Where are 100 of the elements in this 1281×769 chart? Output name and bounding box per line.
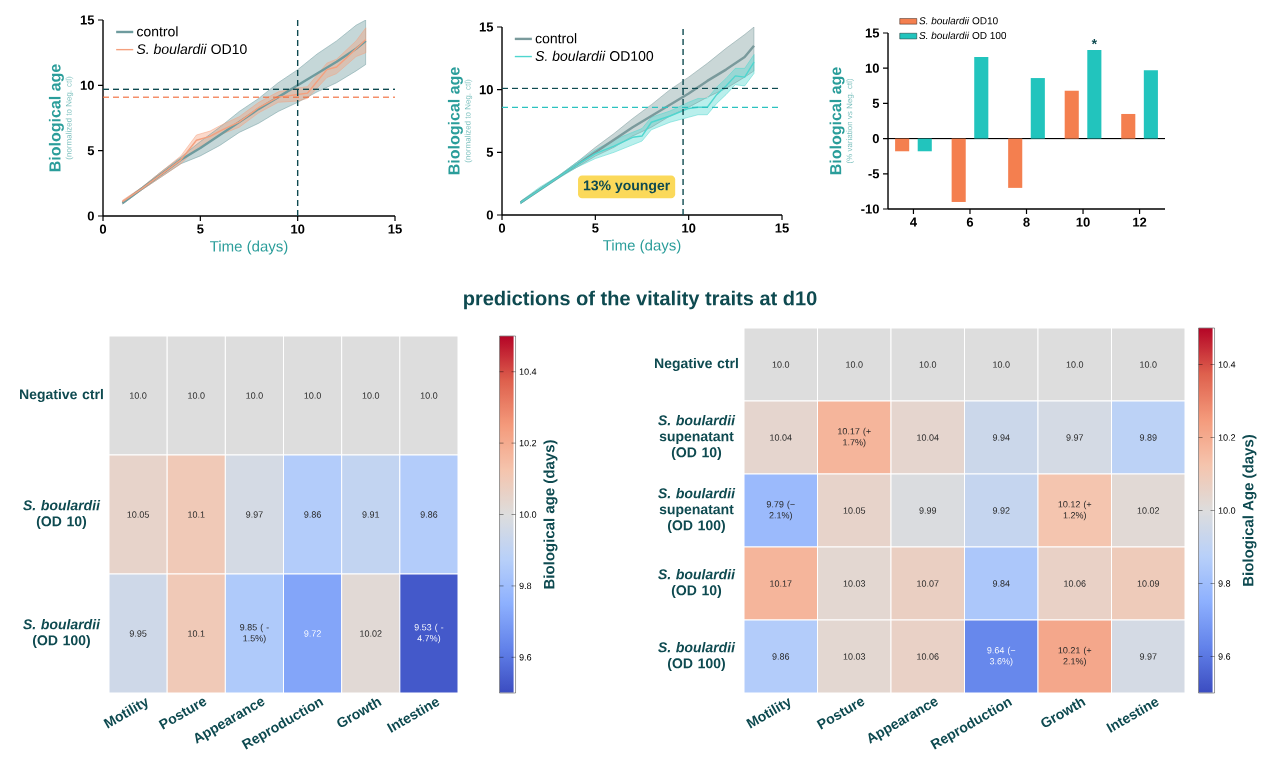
bar	[951, 138, 966, 202]
y-tick-label: 5	[486, 147, 494, 157]
annotation: *	[1091, 39, 1098, 45]
color-bar-label: 10.4	[1218, 361, 1236, 368]
y-tick-label: 15	[80, 15, 95, 25]
y-axis-title: Biological age	[48, 64, 64, 172]
data-label: 10.0	[304, 392, 321, 399]
color-bar-label: 10.2	[519, 439, 537, 447]
x-axis-title: Time (days)	[210, 240, 288, 255]
x-tick-label: 15	[775, 223, 789, 233]
data-label: 10.0	[919, 361, 937, 368]
y-tick-label: S. boulardii (OD 10)	[658, 568, 736, 599]
text: (normalized to Neg. ctl)	[464, 79, 473, 163]
x-tick-label: 5	[592, 223, 599, 233]
x-tick-label: 10	[1076, 217, 1090, 227]
x-tick-label: 15	[388, 224, 402, 234]
x-tick-label: 10	[682, 223, 696, 233]
x-tick-label: 10	[291, 224, 305, 234]
y-tick-label: S. boulardii supenatant (OD 100)	[658, 487, 736, 534]
y-tick-label: 15	[479, 22, 494, 32]
annotation: 13% younger	[583, 180, 670, 194]
data-label: 10.21 (+ 2.1%)	[1058, 646, 1092, 667]
bar	[974, 56, 989, 139]
y-tick-label: S. boulardii supenatant (OD 10)	[658, 414, 736, 461]
data-label: 9.86	[772, 653, 790, 660]
data-label: 10.03	[843, 580, 866, 587]
y-tick-label: 0	[872, 134, 879, 144]
x-tick-label: 0	[498, 223, 506, 233]
data-label: 10.17 (+ 1.7%)	[838, 427, 871, 448]
color-bar-label: 10.0	[1218, 507, 1236, 514]
x-tick-label: 4	[910, 217, 917, 227]
data-label: 10.0	[188, 392, 205, 399]
data-label: 9.91	[362, 511, 380, 518]
bar	[1121, 113, 1136, 139]
data-label: 10.0	[420, 392, 438, 399]
data-label: 10.05	[127, 511, 149, 518]
x-tick-label: 8	[1023, 217, 1030, 227]
text: predictions of the vitality traits at d10	[464, 290, 817, 310]
legend-label: control	[535, 33, 577, 44]
data-label: 10.06	[1064, 580, 1086, 587]
data-label: 10.0	[993, 361, 1010, 368]
y-tick-label: S. boulardii (OD 100)	[23, 618, 101, 649]
data-label: 10.17	[770, 580, 792, 587]
x-axis-title: Time (days)	[603, 239, 681, 254]
data-label: 10.02	[1137, 507, 1160, 514]
data-label: 10.0	[362, 392, 380, 399]
data-label: 10.04	[770, 434, 792, 441]
bar	[1143, 70, 1158, 139]
data-label: 9.79 (− 2.1%)	[766, 500, 795, 521]
data-label: 10.0	[246, 392, 263, 399]
bar	[895, 138, 910, 152]
x-tick-label: 6	[966, 217, 974, 227]
color-bar-label: 9.8	[1218, 580, 1231, 587]
y-tick-label: 15	[865, 28, 880, 38]
bar	[1008, 138, 1023, 188]
y-tick-label: -5	[868, 169, 880, 179]
y-tick-label: Negative ctrl	[655, 357, 738, 372]
y-tick-label: 10	[865, 63, 879, 73]
data-label: 9.99	[919, 507, 937, 514]
color-bar-label: 10.4	[519, 368, 537, 375]
data-label: 10.0	[846, 361, 863, 368]
data-label: 10.12 (+ 1.2%)	[1058, 500, 1092, 521]
y-tick-label: S. boulardii (OD 100)	[658, 641, 736, 672]
legend-label: S. boulardii OD 100	[919, 31, 1007, 40]
data-label: 10.06	[917, 653, 939, 660]
color-bar-label: 9.8	[519, 582, 532, 590]
data-label: 9.89	[1139, 434, 1157, 441]
legend-label: control	[137, 26, 178, 37]
y-tick-label: -10	[861, 204, 879, 214]
data-label: 10.09	[1137, 580, 1160, 587]
x-tick-label: 12	[1133, 217, 1147, 227]
text: (normalized to Neg. ctl)	[65, 76, 74, 160]
y-tick-label: 5	[872, 98, 880, 108]
y-axis-title: Biological age	[829, 67, 845, 175]
y-axis-title: Biological age	[447, 67, 463, 175]
text: (% variation vs Neg. ctl)	[846, 78, 854, 164]
data-label: 9.64 (− 3.6%)	[987, 646, 1016, 667]
data-label: 9.92	[992, 507, 1010, 514]
y-tick-label: 10	[80, 80, 94, 90]
data-label: 10.02	[360, 630, 382, 637]
data-label: 9.86	[304, 511, 321, 518]
data-label: 10.0	[772, 361, 790, 368]
data-label: 9.97	[1066, 434, 1084, 441]
color-bar-title: Biological Age (days)	[1242, 435, 1257, 586]
data-label: 10.1	[188, 630, 205, 637]
data-label: 9.72	[304, 630, 321, 637]
data-label: 9.94	[992, 434, 1010, 441]
data-label: 9.53 ( - 4.7%)	[414, 623, 444, 644]
data-label: 9.97	[1139, 653, 1157, 660]
data-label: 10.03	[843, 653, 866, 660]
data-label: 10.0	[1066, 361, 1084, 368]
color-bar-title: Biological age (days)	[543, 440, 558, 589]
x-tick-label: 5	[197, 224, 204, 234]
y-tick-label: S. boulardii (OD 10)	[23, 499, 101, 530]
color-bar-label: 10.2	[1218, 434, 1236, 441]
y-tick-label: 0	[486, 210, 493, 220]
y-tick-label: 10	[479, 85, 493, 95]
data-label: 9.84	[992, 580, 1010, 587]
data-label: 9.86	[420, 511, 438, 518]
legend-label: S. boulardii OD100	[535, 50, 654, 62]
